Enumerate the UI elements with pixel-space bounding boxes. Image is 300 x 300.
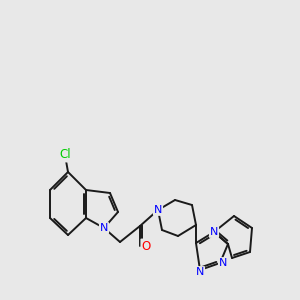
Text: N: N xyxy=(219,258,227,268)
Text: O: O xyxy=(141,239,151,253)
Text: N: N xyxy=(100,223,108,233)
Text: N: N xyxy=(154,205,162,215)
Text: N: N xyxy=(196,267,204,277)
Text: Cl: Cl xyxy=(59,148,71,161)
Text: N: N xyxy=(210,227,218,237)
